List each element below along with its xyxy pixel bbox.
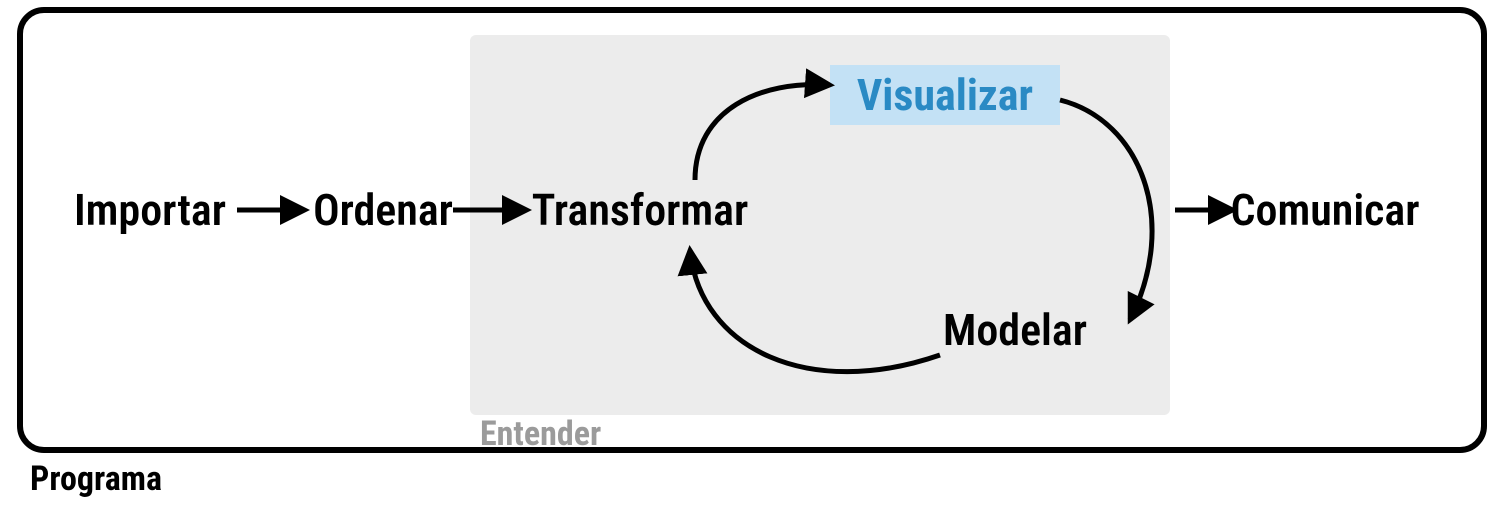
node-visualizar: Visualizar <box>857 69 1033 121</box>
node-modelar: Modelar <box>943 304 1087 356</box>
node-comunicar: Comunicar <box>1230 184 1419 236</box>
inner-box-label: Entender <box>480 414 601 454</box>
node-ordenar: Ordenar <box>313 184 453 236</box>
node-transformar: Transformar <box>532 184 749 236</box>
node-importar: Importar <box>74 184 226 236</box>
outer-box-label: Programa <box>30 459 162 499</box>
